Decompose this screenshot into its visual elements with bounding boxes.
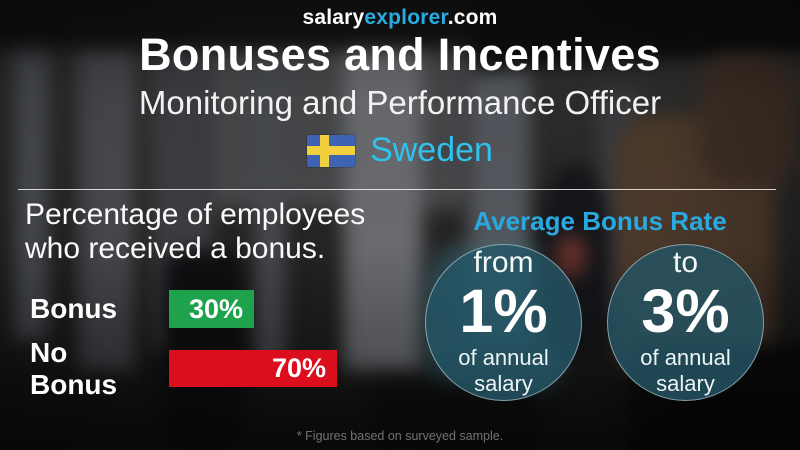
divider [18, 189, 776, 190]
site-logo: salaryexplorer.com [0, 6, 800, 30]
page-title: Bonuses and Incentives [139, 29, 661, 80]
left-heading-line1: Percentage of employees [25, 198, 366, 231]
footnote: * Figures based on surveyed sample. [296, 429, 504, 443]
to-qualifier: to [672, 245, 699, 279]
from-qualifier: from [473, 245, 534, 279]
warm-wall [700, 55, 795, 185]
site-logo-explorer: explorer [364, 6, 448, 29]
bonus-rate-from-circle: from 1% of annual salary [425, 244, 582, 401]
bonus-bar: 30% [169, 290, 254, 328]
window-panel [255, 20, 285, 370]
bonus-label: Bonus [30, 293, 118, 324]
average-bonus-rate-title: Average Bonus Rate [473, 206, 727, 236]
no-bonus-label: No Bonus [30, 336, 118, 400]
bonus-value: 30% [188, 293, 243, 324]
window-panel [14, 0, 48, 340]
from-value: 1% [459, 276, 548, 345]
left-heading-line2: who received a bonus. [25, 232, 326, 265]
sweden-flag-icon [307, 134, 356, 167]
left-heading: Percentage of employees who received a b… [25, 198, 365, 266]
country-name: Sweden [370, 131, 493, 169]
site-logo-salary: salary [302, 6, 365, 29]
from-unit: of annual salary [458, 345, 549, 397]
no-bonus-value: 70% [271, 353, 326, 383]
site-logo-domain: .com [447, 6, 498, 29]
window-panel [344, 30, 422, 370]
job-title: Monitoring and Performance Officer [138, 84, 662, 121]
window-panel [78, 0, 134, 370]
to-value: 3% [641, 276, 730, 345]
to-unit: of annual salary [640, 345, 731, 397]
country: Sweden [0, 131, 800, 170]
no-bonus-bar: 70% [169, 350, 337, 387]
bonus-rate-to-circle: to 3% of annual salary [607, 244, 764, 401]
